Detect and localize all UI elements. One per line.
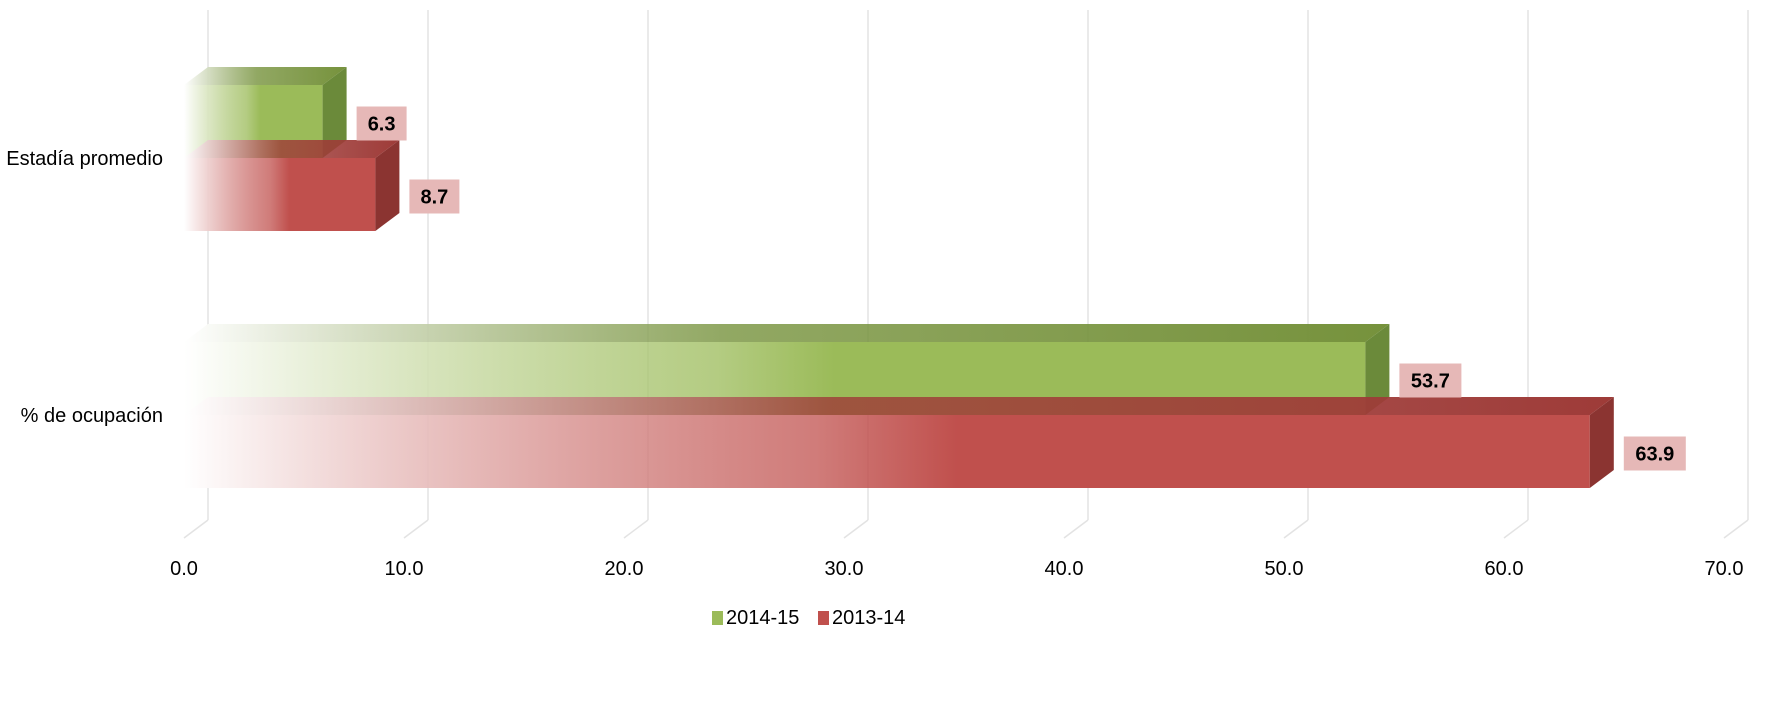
x-tick-label: 10.0 xyxy=(385,558,424,580)
data-label-bg xyxy=(1399,363,1462,398)
bar-top-face xyxy=(184,67,347,85)
gridline-depth xyxy=(1503,519,1529,539)
bar-side-face xyxy=(322,67,347,158)
category-labels: Estadía promedio % de ocupación xyxy=(6,148,163,427)
gridline-depth xyxy=(623,519,649,539)
bar-front-face xyxy=(184,158,376,231)
gridline-depth xyxy=(183,519,209,539)
x-tick-label: 50.0 xyxy=(1265,558,1304,580)
legend: 2014-15 2013-14 xyxy=(712,607,905,629)
x-tick-label: 0.0 xyxy=(170,558,198,580)
bar xyxy=(184,140,400,231)
data-label: 8.7 xyxy=(409,179,460,214)
bar-side-face xyxy=(1589,397,1614,488)
bar-top-face xyxy=(184,324,1390,342)
data-label-text: 8.7 xyxy=(420,187,448,209)
bar-side-face xyxy=(375,140,400,231)
data-label-text: 63.9 xyxy=(1635,444,1674,466)
data-labels: 6.3 8.7 53.7 63.9 xyxy=(356,106,1686,471)
data-label-text: 6.3 xyxy=(368,114,396,136)
x-tick-label: 70.0 xyxy=(1705,558,1744,580)
gridline-depth xyxy=(1723,519,1749,539)
bar-side-face xyxy=(1365,324,1390,415)
gridline-depth xyxy=(843,519,869,539)
bar-top-face xyxy=(184,140,400,158)
legend-swatch xyxy=(712,611,723,625)
category-label: Estadía promedio xyxy=(6,148,163,170)
data-label-bg xyxy=(356,106,407,141)
data-label: 6.3 xyxy=(356,106,407,141)
gridline-depth xyxy=(403,519,429,539)
bar-top-face xyxy=(184,397,1614,415)
bars xyxy=(184,67,1614,488)
data-label: 53.7 xyxy=(1399,363,1462,398)
bar-front-face xyxy=(184,415,1590,488)
x-axis-tick-labels: 0.0 10.0 20.0 30.0 40.0 50.0 60.0 70.0 xyxy=(170,558,1743,580)
data-label-text: 53.7 xyxy=(1411,371,1450,393)
gridline-depth xyxy=(1063,519,1089,539)
data-label-bg xyxy=(1623,436,1686,471)
data-label: 63.9 xyxy=(1623,436,1686,471)
x-tick-label: 40.0 xyxy=(1045,558,1084,580)
gridline-depth xyxy=(1283,519,1309,539)
category-label: % de ocupación xyxy=(21,405,163,427)
x-tick-label: 20.0 xyxy=(605,558,644,580)
legend-item: 2013-14 xyxy=(818,607,905,629)
legend-swatch xyxy=(818,611,829,625)
x-tick-label: 30.0 xyxy=(825,558,864,580)
data-label-bg xyxy=(409,179,460,214)
legend-label: 2013-14 xyxy=(832,607,905,629)
bar xyxy=(184,397,1614,488)
legend-label: 2014-15 xyxy=(726,607,799,629)
legend-item: 2014-15 xyxy=(712,607,799,629)
x-tick-label: 60.0 xyxy=(1485,558,1524,580)
